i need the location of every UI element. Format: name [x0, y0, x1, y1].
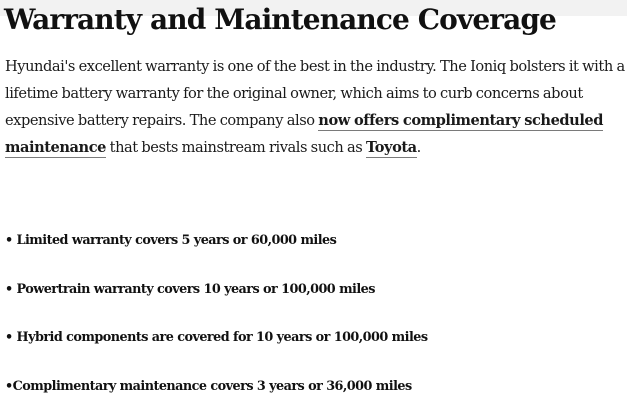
intro-text-2: that bests mainstream rivals such as — [105, 139, 367, 156]
toyota-link[interactable]: Toyota — [366, 139, 417, 158]
list-item-complimentary-maintenance: •Complimentary maintenance covers 3 year… — [5, 378, 412, 394]
top-strip — [0, 0, 627, 16]
list-item-limited-warranty: • Limited warranty covers 5 years or 60,… — [5, 233, 337, 248]
section-heading: Warranty and Maintenance Coverage — [4, 3, 557, 36]
maintenance-link[interactable]: now offers complimentary scheduled maint… — [5, 112, 604, 158]
intro-text-3: . — [416, 139, 422, 156]
intro-paragraph: Hyundai's excellent warranty is one of t… — [5, 53, 627, 161]
coverage-list: • Limited warranty covers 5 years or 60,… — [5, 229, 428, 399]
list-item-hybrid-components: • Hybrid components are covered for 10 y… — [5, 330, 428, 345]
list-item-powertrain-warranty: • Powertrain warranty covers 10 years or… — [5, 281, 375, 297]
intro-text-1: Hyundai's excellent warranty is one of t… — [5, 58, 625, 129]
